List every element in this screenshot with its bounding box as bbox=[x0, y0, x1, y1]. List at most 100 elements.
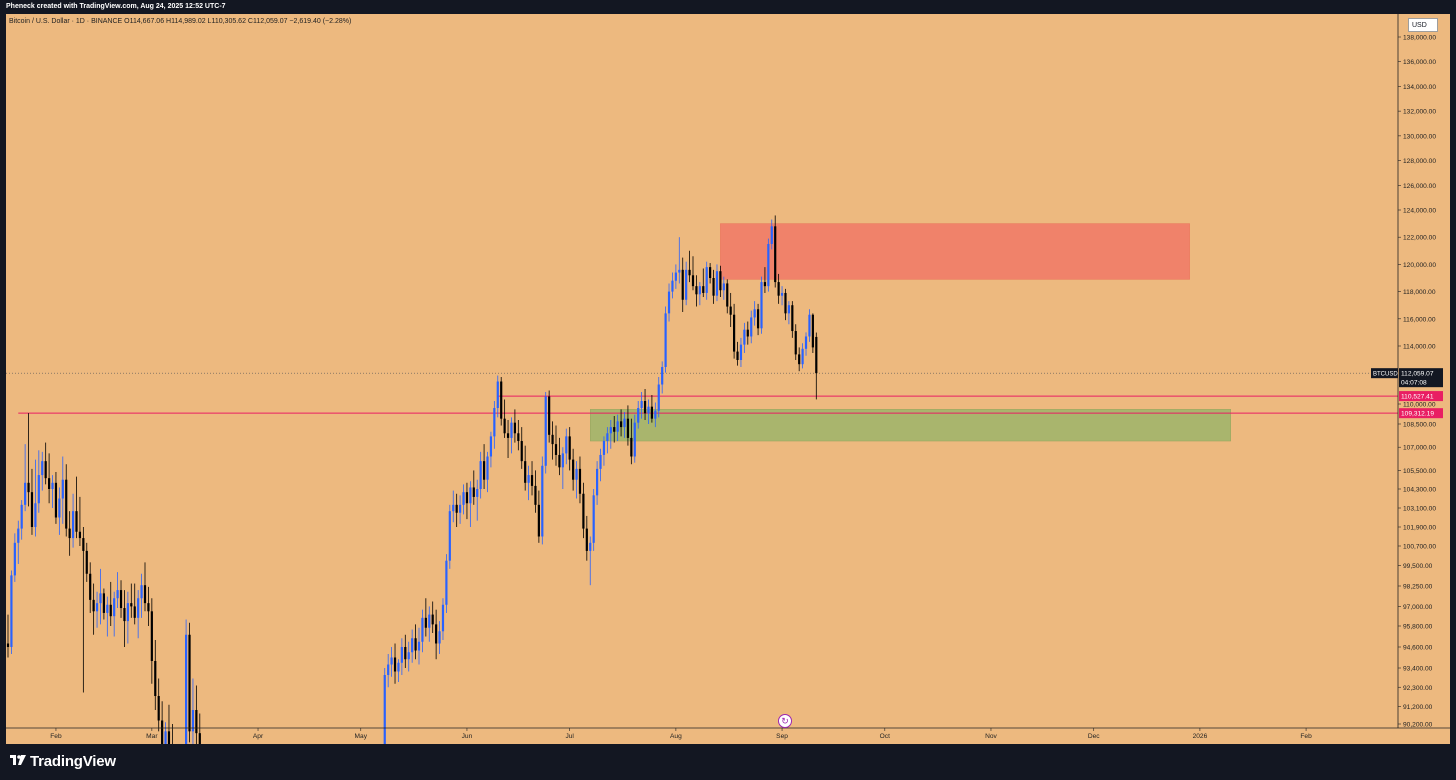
y-tick-label: 100,700.00 bbox=[1403, 544, 1436, 551]
candle-body bbox=[95, 603, 99, 612]
candle-body bbox=[123, 608, 126, 622]
candle-body bbox=[640, 401, 643, 408]
candle-body bbox=[411, 638, 414, 653]
x-tick-label: Feb bbox=[1300, 733, 1312, 740]
candle-body bbox=[10, 575, 13, 647]
candle-body bbox=[20, 504, 23, 529]
candle-body bbox=[54, 482, 58, 518]
candle-body bbox=[506, 433, 510, 438]
candle-body bbox=[133, 606, 136, 618]
x-tick-label: Jul bbox=[565, 733, 574, 740]
candle-body bbox=[421, 617, 424, 642]
candle-body bbox=[729, 306, 732, 315]
candle-body bbox=[770, 226, 773, 244]
x-tick-label: Nov bbox=[985, 733, 997, 740]
currency-button[interactable]: USD bbox=[1408, 18, 1438, 32]
candle-body bbox=[815, 336, 818, 374]
candle-body bbox=[606, 433, 609, 442]
candle-body bbox=[774, 226, 777, 283]
candle-body bbox=[760, 282, 763, 329]
candle-body bbox=[503, 418, 506, 434]
candle-body bbox=[596, 468, 599, 496]
candle-body bbox=[657, 384, 660, 411]
candle-body bbox=[568, 436, 571, 460]
candle-body bbox=[726, 283, 729, 307]
candle-body bbox=[671, 280, 674, 292]
candle-body bbox=[414, 638, 417, 651]
candle-body bbox=[678, 269, 681, 273]
candle-body bbox=[486, 456, 489, 480]
candle-body bbox=[119, 590, 123, 609]
candle-body bbox=[400, 647, 403, 663]
candle-body bbox=[527, 475, 530, 483]
y-tick-label: 114,000.00 bbox=[1403, 344, 1436, 351]
y-tick-label: 105,500.00 bbox=[1403, 468, 1436, 475]
y-tick-label: 120,000.00 bbox=[1403, 262, 1436, 269]
candle-body bbox=[712, 278, 715, 296]
candle-body bbox=[811, 314, 814, 348]
candle-body bbox=[715, 271, 719, 296]
y-tick-label: 103,100.00 bbox=[1403, 506, 1436, 513]
candle-body bbox=[65, 479, 68, 529]
y-tick-label: 98,250.00 bbox=[1403, 584, 1433, 591]
candle-body bbox=[780, 292, 784, 296]
candle-body bbox=[685, 269, 688, 300]
candle-body bbox=[462, 492, 465, 505]
ticker-label: BTCUSD bbox=[1373, 372, 1398, 378]
candle-body bbox=[743, 329, 746, 345]
candle-body bbox=[647, 406, 650, 414]
candle-body bbox=[92, 599, 95, 612]
candlestick-chart[interactable]: 138,000.00 136,000.00 134,000.00 132,000.00… bbox=[6, 14, 1450, 744]
candle-body bbox=[558, 454, 561, 468]
candle-body bbox=[383, 675, 386, 744]
candle-body bbox=[41, 461, 44, 476]
candle-body bbox=[469, 487, 472, 504]
candle-body bbox=[48, 478, 51, 489]
y-tick-label: 108,500.00 bbox=[1403, 422, 1436, 429]
candle-body bbox=[698, 286, 701, 295]
candle-body bbox=[195, 710, 198, 734]
candle-body bbox=[482, 461, 486, 480]
candle-body bbox=[626, 418, 630, 438]
y-tick-label: 118,000.00 bbox=[1403, 289, 1436, 296]
resistance-zone bbox=[720, 223, 1190, 280]
candle-body bbox=[78, 531, 82, 539]
candle-body bbox=[448, 511, 451, 561]
y-tick-label: 136,000.00 bbox=[1403, 59, 1436, 66]
candle-body bbox=[157, 696, 160, 721]
candle-body bbox=[750, 317, 753, 337]
symbol-ohlc-legend: Bitcoin / U.S. Dollar · 1D · BINANCE O11… bbox=[9, 18, 352, 25]
candle-body bbox=[517, 433, 520, 442]
scroll-to-realtime-icon[interactable]: ↻ bbox=[778, 714, 792, 728]
candle-body bbox=[198, 733, 201, 744]
candle-body bbox=[753, 309, 756, 318]
candle-body bbox=[599, 454, 602, 469]
candle-body bbox=[455, 504, 458, 513]
x-tick-label: Mar bbox=[146, 733, 158, 740]
candle-body bbox=[572, 459, 575, 480]
y-tick-label: 134,000.00 bbox=[1403, 84, 1436, 91]
candle-body bbox=[681, 269, 684, 300]
candle-body bbox=[161, 720, 164, 744]
candle-body bbox=[705, 267, 708, 293]
candle-body bbox=[767, 244, 770, 287]
countdown-label: 04:07:08 bbox=[1401, 380, 1427, 387]
y-tick-label: 93,400.00 bbox=[1403, 666, 1433, 673]
candle-body bbox=[431, 614, 434, 625]
chart-pane[interactable]: 138,000.00 136,000.00 134,000.00 132,000.00… bbox=[6, 14, 1450, 744]
candle-body bbox=[719, 271, 722, 291]
candle-body bbox=[763, 282, 767, 287]
x-tick-label: Sep bbox=[776, 733, 788, 740]
candle-body bbox=[407, 652, 410, 660]
candle-body bbox=[804, 336, 808, 349]
candle-body bbox=[777, 282, 780, 296]
candle-body bbox=[44, 461, 47, 479]
level-price-tag bbox=[1399, 408, 1443, 419]
candle-body bbox=[137, 598, 140, 618]
candle-body bbox=[424, 617, 427, 628]
candle-body bbox=[616, 421, 619, 432]
candle-body bbox=[733, 314, 736, 352]
last-price-label: 112,059.07 bbox=[1401, 371, 1434, 378]
candle-body bbox=[530, 475, 534, 486]
